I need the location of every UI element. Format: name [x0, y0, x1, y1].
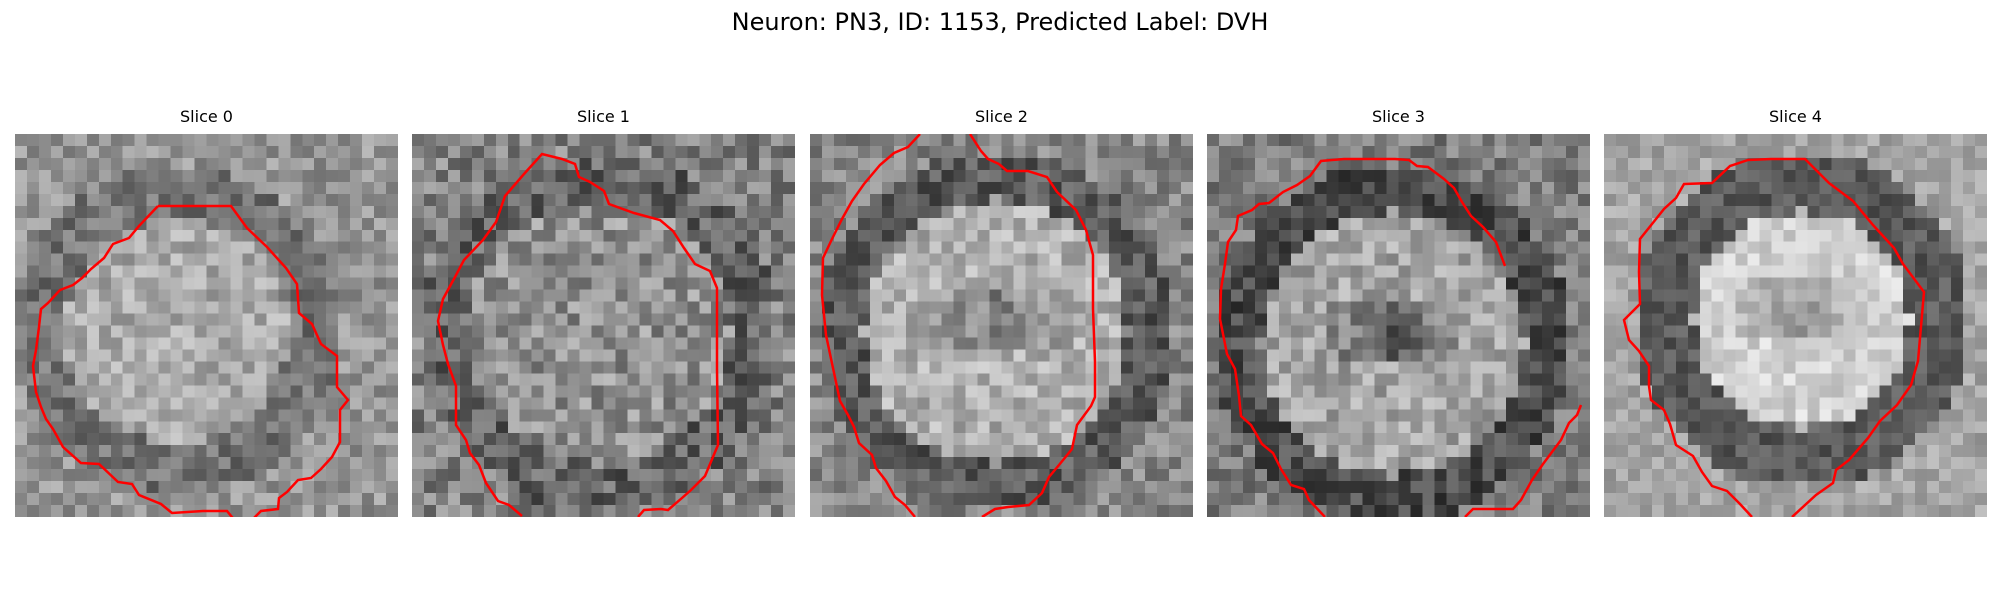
slice-title: Slice 4: [1604, 106, 1987, 128]
slice-image: [15, 134, 398, 517]
segmentation-contour: [1604, 134, 1987, 517]
slice-image: [1207, 134, 1590, 517]
segmentation-contour: [412, 134, 795, 517]
slice-title: Slice 1: [412, 106, 795, 128]
slice-title: Slice 0: [15, 106, 398, 128]
figure-title: Neuron: PN3, ID: 1153, Predicted Label: …: [0, 6, 2000, 38]
slice-image: [1604, 134, 1987, 517]
segmentation-contour: [15, 134, 398, 517]
slice-image: [810, 134, 1193, 517]
segmentation-contour: [810, 134, 1193, 517]
segmentation-contour: [1207, 134, 1590, 517]
slice-title: Slice 3: [1207, 106, 1590, 128]
slice-title: Slice 2: [810, 106, 1193, 128]
slice-image: [412, 134, 795, 517]
